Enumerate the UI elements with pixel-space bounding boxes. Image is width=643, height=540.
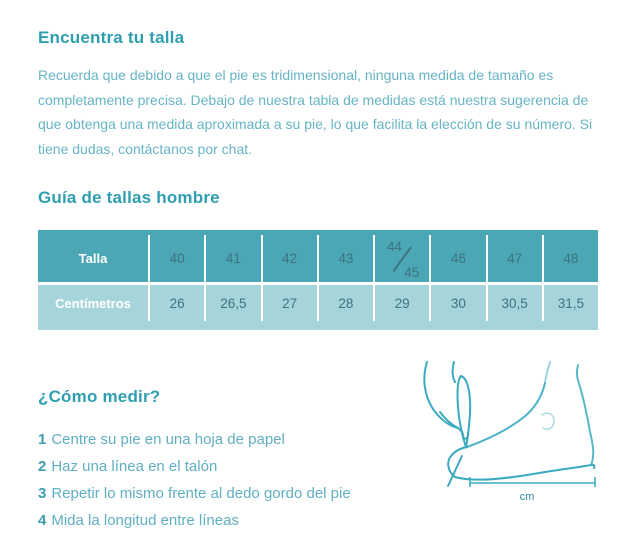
step-item: 2 Haz una línea en el talón — [38, 453, 643, 480]
size-cell: 43 — [316, 235, 373, 282]
size-table: Talla 40 41 42 43 44 45 46 47 48 Centíme… — [38, 230, 598, 330]
step-text: Haz una línea en el talón — [51, 458, 218, 475]
size-table-header-row: Talla 40 41 42 43 44 45 46 47 48 — [38, 230, 598, 282]
step-number: 2 — [38, 458, 47, 475]
size-cell: 46 — [429, 235, 485, 282]
step-item: 3 Repetir lo mismo frente al dedo gordo d… — [38, 480, 643, 507]
foot-outline-icon — [447, 361, 596, 481]
hand-with-pen-icon — [423, 361, 472, 487]
step-item: 1 Centre su pie en una hoja de papel — [38, 426, 643, 453]
size-45: 45 — [404, 265, 420, 280]
section-title-how-to-measure: ¿Cómo medir? — [38, 387, 161, 406]
step-text: Centre su pie en una hoja de papel — [51, 431, 285, 448]
step-number: 4 — [38, 512, 47, 529]
size-cell: 41 — [204, 235, 260, 282]
size-cell: 48 — [541, 235, 598, 282]
cm-cell: 28 — [316, 285, 373, 321]
foot-measuring-illustration: cm — [423, 361, 596, 503]
step-item: 4 Mida la longitud entre líneas — [38, 507, 643, 534]
page-title: Encuentra tu talla — [38, 28, 185, 47]
cm-cell: 30 — [429, 285, 485, 321]
step-number: 1 — [38, 431, 47, 448]
step-text: Mida la longitud entre líneas — [51, 512, 239, 529]
cm-cell: 26,5 — [204, 285, 260, 321]
size-cell: 40 — [148, 235, 204, 282]
cm-cell: 30,5 — [485, 285, 542, 321]
row-label-centimetros: Centímetros — [55, 295, 131, 311]
size-table-cm-row: Centímetros 26 26,5 27 28 29 30 30,5 31,… — [38, 282, 598, 330]
step-text: Repetir lo mismo frente al dedo gordo de… — [51, 485, 351, 502]
cm-cell: 31,5 — [541, 285, 598, 321]
size-cell-44-45: 44 45 — [373, 235, 429, 282]
intro-paragraph: Recuerda que debido a que el pie es trid… — [38, 67, 593, 157]
cm-label: cm — [520, 491, 535, 503]
cm-cell: 26 — [148, 285, 204, 321]
size-44: 44 — [387, 239, 403, 254]
cm-cell: 29 — [373, 285, 429, 321]
size-cell: 42 — [260, 235, 317, 282]
measure-line — [469, 477, 596, 487]
measuring-steps-list: 1 Centre su pie en una hoja de papel 2 Haz… — [38, 426, 643, 534]
size-cell: 47 — [485, 235, 542, 282]
section-title-size-guide: Guía de tallas hombre — [38, 188, 220, 207]
row-label-talla: Talla — [78, 251, 108, 266]
cm-cell: 27 — [260, 285, 317, 321]
step-number: 3 — [38, 485, 47, 502]
